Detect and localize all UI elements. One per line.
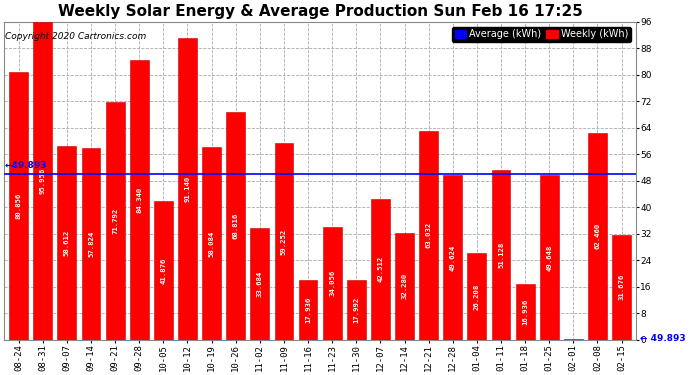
Text: 71.792: 71.792 [112, 208, 118, 234]
Bar [81, 148, 100, 340]
Bar [9, 72, 28, 340]
Text: 17.992: 17.992 [353, 297, 359, 323]
Text: 16.936: 16.936 [522, 298, 528, 325]
Text: 62.460: 62.460 [595, 223, 600, 249]
Bar [588, 133, 607, 340]
Text: Copyright 2020 Cartronics.com: Copyright 2020 Cartronics.com [6, 32, 146, 40]
Text: 51.128: 51.128 [498, 242, 504, 268]
Text: ←49.893: ←49.893 [5, 160, 47, 170]
Text: 42.512: 42.512 [377, 256, 384, 282]
Text: 84.340: 84.340 [136, 187, 142, 213]
Bar [612, 235, 631, 340]
Bar [130, 60, 148, 340]
Legend: Average (kWh), Weekly (kWh): Average (kWh), Weekly (kWh) [452, 27, 631, 42]
Text: 68.816: 68.816 [233, 213, 239, 239]
Bar [178, 38, 197, 340]
Bar [371, 199, 390, 340]
Bar [154, 201, 172, 340]
Bar [299, 280, 317, 340]
Text: 32.280: 32.280 [402, 273, 408, 300]
Bar [515, 284, 535, 340]
Text: 59.252: 59.252 [281, 228, 287, 255]
Bar [444, 176, 462, 340]
Text: 57.824: 57.824 [88, 231, 94, 257]
Text: 63.032: 63.032 [426, 222, 432, 249]
Text: 31.676: 31.676 [618, 274, 624, 300]
Text: 26.208: 26.208 [474, 283, 480, 309]
Title: Weekly Solar Energy & Average Production Sun Feb 16 17:25: Weekly Solar Energy & Average Production… [58, 4, 582, 19]
Text: 34.056: 34.056 [329, 270, 335, 297]
Bar [250, 228, 269, 340]
Text: 58.612: 58.612 [64, 230, 70, 256]
Text: 80.856: 80.856 [16, 193, 21, 219]
Text: 58.084: 58.084 [208, 231, 215, 257]
Text: 91.140: 91.140 [184, 176, 190, 202]
Text: 95.956: 95.956 [40, 168, 46, 194]
Bar [420, 131, 438, 340]
Text: 17.936: 17.936 [305, 297, 311, 323]
Bar [275, 144, 293, 340]
Bar [540, 175, 559, 340]
Bar [467, 253, 486, 340]
Text: 33.684: 33.684 [257, 271, 263, 297]
Bar [202, 147, 221, 340]
Bar [347, 280, 366, 340]
Bar [106, 102, 124, 340]
Bar [395, 233, 414, 340]
Text: 49.624: 49.624 [450, 244, 456, 271]
Bar [491, 170, 511, 340]
Text: 41.876: 41.876 [160, 257, 166, 284]
Text: 49.648: 49.648 [546, 244, 552, 271]
Text: ← 49.893: ← 49.893 [640, 334, 686, 343]
Bar [226, 112, 245, 340]
Bar [33, 22, 52, 340]
Bar [323, 227, 342, 340]
Bar [57, 146, 77, 340]
